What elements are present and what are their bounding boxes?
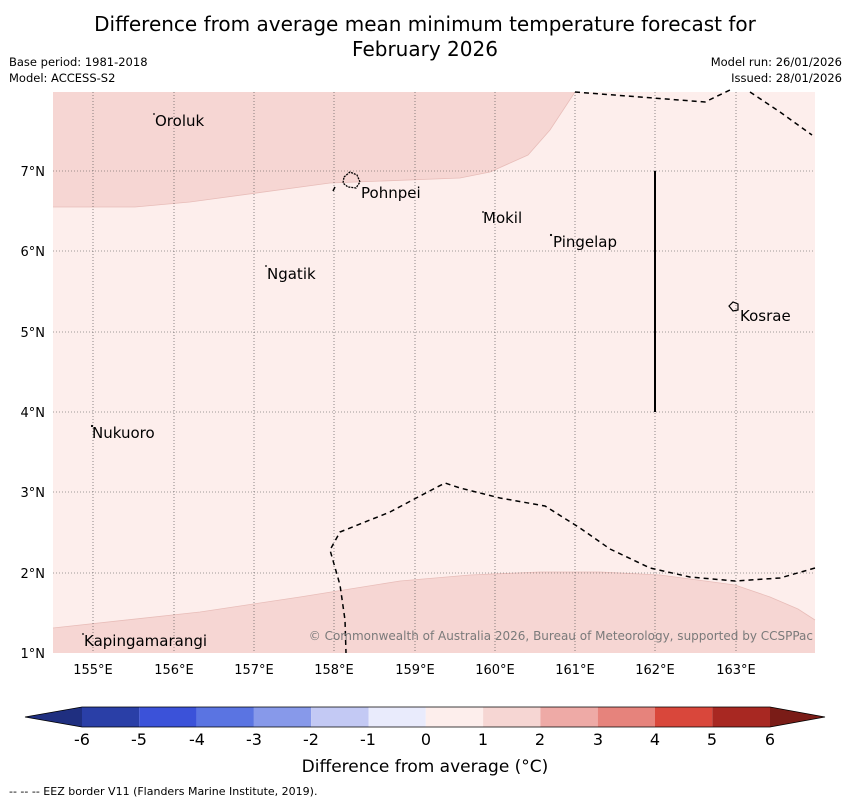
colorbar-bin bbox=[712, 707, 770, 727]
y-tick-5n: 5°N bbox=[21, 326, 46, 341]
colorbar-bin bbox=[540, 707, 598, 727]
colorbar-bin bbox=[82, 707, 140, 727]
title-line-1: Difference from average mean minimum tem… bbox=[94, 12, 756, 36]
colorbar-bin bbox=[368, 707, 426, 727]
colorbar-tick: 2 bbox=[535, 730, 545, 749]
kosrae-island bbox=[728, 301, 739, 312]
place-kosrae: Kosrae bbox=[740, 307, 791, 325]
x-tick-158e: 158°E bbox=[314, 663, 354, 678]
y-tick-6n: 6°N bbox=[21, 245, 46, 260]
model-name: Model: ACCESS-S2 bbox=[9, 71, 116, 85]
colorbar-tick: 1 bbox=[478, 730, 488, 749]
meta-right: Model run: 26/01/2026 Issued: 28/01/2026 bbox=[711, 54, 842, 86]
colorbar-bin bbox=[597, 707, 655, 727]
colorbar-min-arrow bbox=[25, 707, 82, 727]
colorbar-bin bbox=[253, 707, 312, 727]
colorbar-bin bbox=[483, 707, 541, 727]
colorbar-bin bbox=[196, 707, 254, 727]
pohnpei-island bbox=[342, 171, 361, 189]
y-tick-4n: 4°N bbox=[21, 406, 46, 421]
colorbar-bin bbox=[425, 707, 484, 727]
place-kapingamarangi: Kapingamarangi bbox=[84, 632, 207, 650]
colorbar-tick: -6 bbox=[74, 730, 90, 749]
place-oroluk: Oroluk bbox=[155, 112, 204, 130]
colorbar-tick: 4 bbox=[650, 730, 660, 749]
y-tick-1n: 1°N bbox=[21, 647, 46, 662]
eez-border bbox=[329, 89, 816, 654]
meta-left: Base period: 1981-2018 Model: ACCESS-S2 bbox=[9, 54, 148, 86]
colorbar-tick: -4 bbox=[189, 730, 205, 749]
colorbar-tick: 0 bbox=[421, 730, 431, 749]
colorbar-bin bbox=[139, 707, 197, 727]
copyright: © Commonwealth of Australia 2026, Bureau… bbox=[309, 629, 813, 643]
place-mokil: Mokil bbox=[483, 209, 522, 227]
x-tick-162e: 162°E bbox=[635, 663, 675, 678]
x-tick-157e: 157°E bbox=[234, 663, 274, 678]
x-tick-159e: 159°E bbox=[395, 663, 435, 678]
eez-legend: -- -- -- EEZ border V11 (Flanders Marine… bbox=[9, 785, 318, 798]
x-tick-163e: 163°E bbox=[716, 663, 756, 678]
x-tick-155e: 155°E bbox=[73, 663, 113, 678]
x-tick-161e: 161°E bbox=[555, 663, 595, 678]
colorbar-tick: -3 bbox=[246, 730, 262, 749]
title-line-2: February 2026 bbox=[352, 37, 498, 61]
colorbar-tick: 5 bbox=[707, 730, 717, 749]
colorbar-max-arrow bbox=[770, 707, 825, 727]
y-tick-7n: 7°N bbox=[21, 165, 46, 180]
map-title: Difference from average mean minimum tem… bbox=[0, 12, 850, 62]
y-tick-2n: 2°N bbox=[21, 567, 46, 582]
colorbar-tick: -2 bbox=[303, 730, 319, 749]
colorbar-label: Difference from average (°C) bbox=[301, 757, 549, 777]
anomaly-region-south bbox=[53, 572, 815, 653]
colorbar bbox=[24, 706, 826, 728]
colorbar-tick: -1 bbox=[360, 730, 376, 749]
model-run: Model run: 26/01/2026 bbox=[710, 55, 842, 69]
issued-date: Issued: 28/01/2026 bbox=[731, 71, 842, 85]
colorbar-tick: 6 bbox=[765, 730, 775, 749]
place-ngatik: Ngatik bbox=[267, 265, 316, 283]
y-tick-3n: 3°N bbox=[21, 486, 46, 501]
colorbar-tick: 3 bbox=[593, 730, 603, 749]
place-pingelap: Pingelap bbox=[553, 233, 617, 251]
base-period: Base period: 1981-2018 bbox=[9, 55, 148, 69]
x-tick-156e: 156°E bbox=[154, 663, 194, 678]
island-markers bbox=[82, 113, 553, 635]
place-pohnpei: Pohnpei bbox=[361, 184, 421, 202]
colorbar-tick: -5 bbox=[131, 730, 147, 749]
place-nukuoro: Nukuoro bbox=[92, 424, 155, 442]
colorbar-bin bbox=[655, 707, 713, 727]
colorbar-bin bbox=[311, 707, 369, 727]
x-tick-160e: 160°E bbox=[475, 663, 515, 678]
